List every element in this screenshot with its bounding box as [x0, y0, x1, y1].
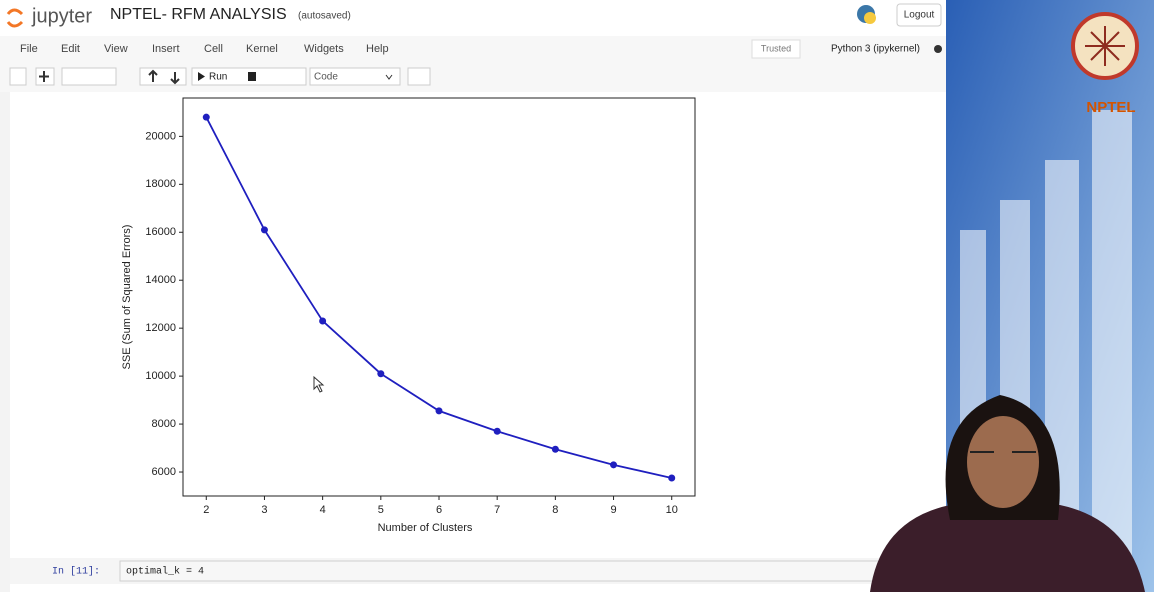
plot-area — [182, 97, 696, 497]
save-button[interactable] — [9, 67, 27, 86]
y-tick-label: 20000 — [145, 130, 176, 142]
x-tick-label: 7 — [494, 504, 500, 516]
logo-text: jupyter — [31, 5, 92, 27]
data-point — [435, 407, 443, 415]
y-tick-label: 16000 — [145, 226, 176, 238]
chart: Number of Clusters SSE (Sum of Squared E… — [121, 97, 696, 534]
python-logo — [864, 12, 876, 24]
kernel-name: Python 3 (ipykernel) — [831, 44, 920, 55]
keyboard-button[interactable] — [407, 67, 431, 86]
x-axis-label: Number of Clusters — [378, 522, 473, 534]
kernel-indicator — [934, 45, 942, 53]
y-tick-label: 10000 — [145, 370, 176, 382]
header-bar — [0, 0, 946, 36]
data-point — [319, 317, 327, 325]
x-tick-label: 10 — [666, 504, 678, 516]
data-point — [377, 370, 385, 378]
add-icon — [39, 71, 49, 82]
cell-code[interactable]: optimal_k = 4 — [126, 566, 204, 578]
cell-type-select[interactable] — [309, 67, 401, 86]
y-tick-label: 8000 — [152, 418, 176, 430]
data-point — [610, 461, 618, 469]
notebook-title[interactable]: NPTEL- RFM ANALYSIS — [110, 6, 287, 23]
move-buttons[interactable] — [139, 67, 187, 86]
brand-label: NPTEL — [1086, 99, 1135, 116]
y-tick-label: 18000 — [145, 178, 176, 190]
dropdown-caret — [385, 74, 393, 80]
x-tick-label: 4 — [320, 504, 326, 516]
logout-label[interactable]: Logout — [904, 10, 935, 21]
menu-item[interactable]: Help — [366, 43, 389, 55]
cell-type-label[interactable]: Code — [314, 72, 338, 83]
menu-item[interactable]: Edit — [61, 43, 80, 55]
cell-prompt: In [11]: — [52, 566, 100, 578]
x-tick-label: 9 — [610, 504, 616, 516]
data-point — [551, 445, 559, 453]
jupyter-icon — [6, 8, 24, 16]
move-icons — [148, 69, 180, 85]
x-tick-label: 2 — [203, 504, 209, 516]
logout-button[interactable] — [896, 3, 942, 27]
menu-item[interactable]: View — [104, 43, 128, 55]
y-axis-label: SSE (Sum of Squared Errors) — [121, 225, 133, 370]
edit-buttons[interactable] — [61, 67, 117, 86]
menu-item[interactable]: Kernel — [246, 43, 278, 55]
trusted-badge[interactable] — [751, 39, 801, 59]
presenter-face — [967, 416, 1039, 508]
x-tick-label: 8 — [552, 504, 558, 516]
run-label[interactable]: Run — [209, 72, 227, 83]
nptel-logo-mark — [1085, 26, 1125, 66]
y-tick-label: 6000 — [152, 466, 176, 478]
jupyter-icon — [6, 20, 24, 28]
x-tick-label: 6 — [436, 504, 442, 516]
menu-item[interactable]: Widgets — [304, 43, 344, 55]
stop-icon — [248, 72, 256, 81]
menu-item[interactable]: Insert — [152, 43, 180, 55]
run-icon — [198, 72, 205, 81]
y-tick-label: 14000 — [145, 274, 176, 286]
menu-item[interactable]: File — [20, 43, 38, 55]
presenter-body — [870, 505, 1145, 592]
menu-item[interactable]: Cell — [204, 43, 223, 55]
data-point — [202, 113, 210, 121]
mouse-cursor — [313, 375, 325, 393]
y-tick-label: 12000 — [145, 322, 176, 334]
data-point — [493, 427, 501, 435]
trusted-label[interactable]: Trusted — [761, 43, 791, 53]
data-point — [668, 474, 676, 482]
x-tick-label: 5 — [378, 504, 384, 516]
x-tick-label: 3 — [261, 504, 267, 516]
save-status: (autosaved) — [298, 11, 351, 22]
data-point — [260, 226, 268, 234]
code-editor[interactable] — [119, 560, 947, 582]
